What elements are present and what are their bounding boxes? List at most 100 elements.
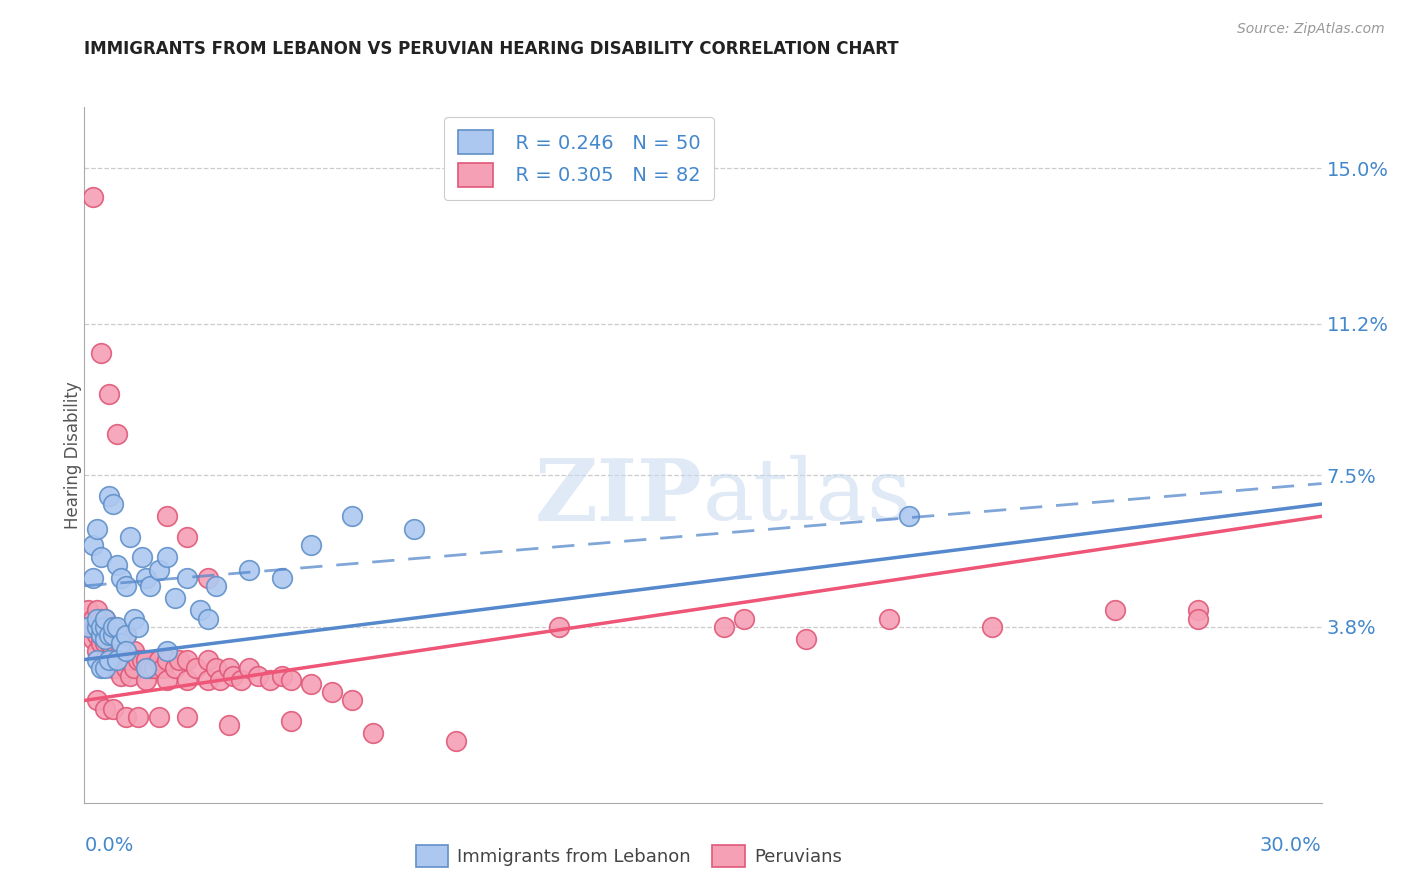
Point: [82, 632, 104, 646]
Point: [77, 603, 100, 617]
Point: [197, 571, 219, 585]
Point: [90, 620, 112, 634]
Point: [86, 522, 108, 536]
Point: [118, 652, 141, 666]
Point: [238, 661, 260, 675]
Point: [82, 538, 104, 552]
Point: [82, 612, 104, 626]
Point: [114, 652, 136, 666]
Point: [122, 644, 145, 658]
Point: [135, 652, 157, 666]
Point: [82, 190, 104, 204]
Point: [86, 620, 108, 634]
Point: [105, 644, 128, 658]
Point: [148, 652, 170, 666]
Point: [105, 661, 128, 675]
Point: [103, 620, 125, 634]
Point: [794, 632, 817, 646]
Point: [218, 718, 240, 732]
Point: [713, 620, 735, 634]
Point: [86, 628, 108, 642]
Point: [271, 571, 294, 585]
Point: [176, 673, 198, 687]
Point: [877, 612, 900, 626]
Point: [114, 710, 136, 724]
Point: [246, 669, 269, 683]
Point: [361, 726, 384, 740]
Point: [105, 620, 128, 634]
Point: [114, 628, 136, 642]
Point: [131, 550, 153, 565]
Point: [321, 685, 343, 699]
Point: [103, 497, 125, 511]
Point: [114, 579, 136, 593]
Point: [271, 669, 294, 683]
Point: [114, 644, 136, 658]
Point: [342, 693, 364, 707]
Point: [205, 579, 228, 593]
Point: [110, 669, 132, 683]
Point: [127, 620, 149, 634]
Text: atlas: atlas: [703, 455, 912, 538]
Point: [105, 427, 128, 442]
Point: [176, 652, 198, 666]
Point: [86, 644, 108, 658]
Point: [148, 710, 170, 724]
Point: [205, 661, 228, 675]
Point: [152, 661, 174, 675]
Point: [404, 522, 426, 536]
Legend: Immigrants from Lebanon, Peruvians: Immigrants from Lebanon, Peruvians: [408, 838, 849, 874]
Point: [90, 550, 112, 565]
Point: [280, 714, 302, 728]
Point: [176, 530, 198, 544]
Point: [90, 345, 112, 359]
Point: [122, 661, 145, 675]
Point: [98, 652, 121, 666]
Point: [238, 562, 260, 576]
Point: [94, 636, 117, 650]
Point: [176, 710, 198, 724]
Point: [1187, 612, 1209, 626]
Point: [156, 550, 179, 565]
Point: [94, 620, 117, 634]
Point: [98, 652, 121, 666]
Point: [77, 620, 100, 634]
Point: [94, 620, 117, 634]
Point: [110, 571, 132, 585]
Point: [94, 612, 117, 626]
Point: [222, 669, 245, 683]
Point: [1187, 603, 1209, 617]
Text: 30.0%: 30.0%: [1260, 836, 1322, 855]
Point: [94, 701, 117, 715]
Point: [165, 661, 187, 675]
Point: [1104, 603, 1126, 617]
Point: [197, 673, 219, 687]
Point: [118, 530, 141, 544]
Point: [188, 603, 211, 617]
Point: [299, 677, 322, 691]
Text: 0.0%: 0.0%: [84, 836, 134, 855]
Point: [547, 620, 569, 634]
Point: [156, 652, 179, 666]
Point: [139, 579, 162, 593]
Point: [131, 652, 153, 666]
Point: [197, 652, 219, 666]
Point: [82, 571, 104, 585]
Point: [259, 673, 281, 687]
Point: [143, 661, 166, 675]
Point: [94, 612, 117, 626]
Point: [980, 620, 1002, 634]
Point: [86, 612, 108, 626]
Point: [229, 673, 252, 687]
Point: [156, 644, 179, 658]
Point: [98, 386, 121, 401]
Point: [444, 734, 467, 748]
Point: [98, 489, 121, 503]
Point: [135, 661, 157, 675]
Point: [127, 652, 149, 666]
Point: [218, 661, 240, 675]
Point: [156, 509, 179, 524]
Point: [103, 661, 125, 675]
Point: [176, 571, 198, 585]
Point: [90, 661, 112, 675]
